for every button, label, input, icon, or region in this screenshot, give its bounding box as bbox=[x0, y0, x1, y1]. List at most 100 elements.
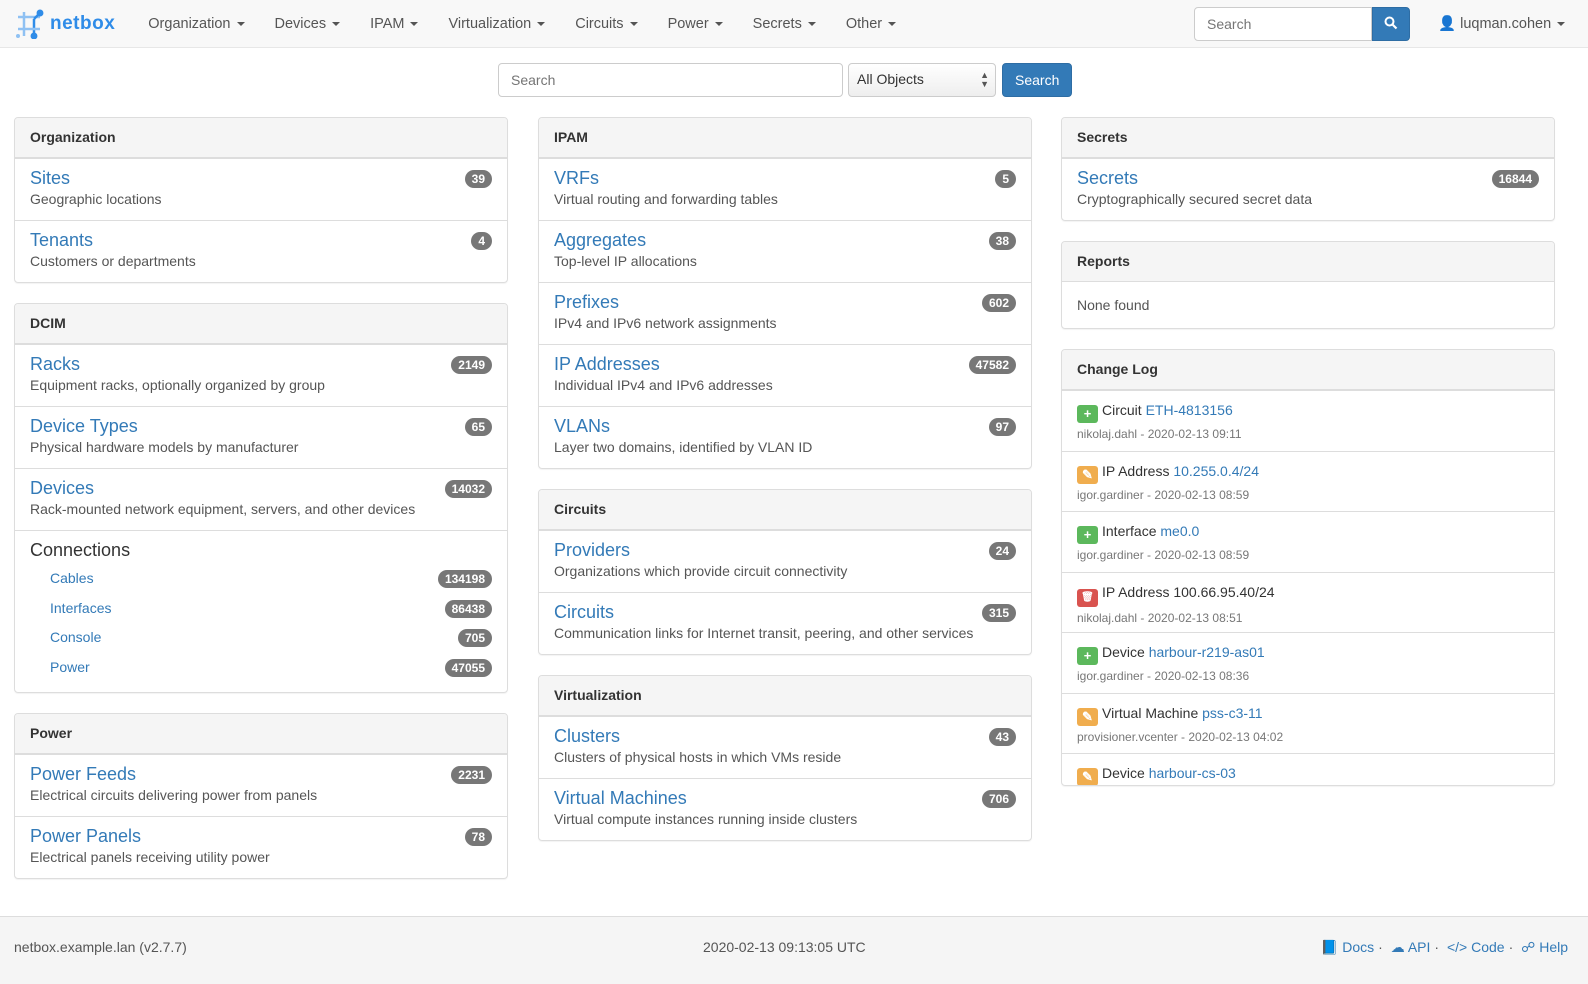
help-link[interactable]: ☍ Help bbox=[1521, 939, 1568, 955]
entry-meta: igor.gardiner - 2020-02-13 08:59 bbox=[1077, 548, 1250, 562]
api-link[interactable]: ☁ API bbox=[1391, 939, 1431, 955]
nav-menu-power[interactable]: Power bbox=[653, 16, 738, 32]
username: luqman.cohen bbox=[1460, 16, 1552, 32]
brand-logo[interactable]: netbox bbox=[14, 9, 115, 39]
chevron-down-icon bbox=[537, 21, 546, 26]
navbar: netbox Organization Devices IPAM Virtualiza… bbox=[0, 0, 1588, 48]
nav-menu-virtualization[interactable]: Virtualization bbox=[433, 16, 560, 32]
object-type: Virtual Machine bbox=[1102, 704, 1199, 721]
connection-item-console: Console 705 bbox=[30, 623, 492, 653]
list-item-clusters: Clusters 43 Clusters of physical hosts in … bbox=[539, 716, 1031, 778]
item-link[interactable]: Power Panels bbox=[30, 826, 142, 846]
lifebuoy-icon: ☍ bbox=[1521, 939, 1536, 955]
nav-menu-label: Other bbox=[845, 15, 883, 32]
item-link[interactable]: Device Types bbox=[30, 416, 138, 436]
panel-organization: Organization Sites 39 Geographic locations T… bbox=[14, 117, 508, 283]
item-link[interactable]: IP Addresses bbox=[554, 354, 660, 374]
changelog-entry: ✎ Virtual Machine pss-c3-11 provisioner.vc… bbox=[1062, 692, 1554, 754]
object-type: Circuit bbox=[1102, 402, 1142, 418]
code-icon: </> bbox=[1446, 939, 1468, 955]
brand-name: netbox bbox=[50, 12, 116, 34]
chevron-down-icon bbox=[888, 21, 897, 26]
item-description: Virtual routing and forwarding tables bbox=[554, 191, 778, 207]
pencil-icon: ✎ bbox=[1077, 465, 1098, 484]
count-badge: 16844 bbox=[1491, 170, 1539, 188]
nav-menu-organization[interactable]: Organization bbox=[133, 16, 259, 32]
column-middle: IPAM VRFs 5 Virtual routing and forwarding … bbox=[538, 117, 1032, 861]
item-description: Electrical circuits delivering power fro… bbox=[30, 787, 318, 803]
nav-menu-devices[interactable]: Devices bbox=[260, 16, 356, 32]
item-link[interactable]: Devices bbox=[30, 478, 95, 498]
navbar-search-input[interactable] bbox=[1194, 7, 1372, 41]
help-label: Help bbox=[1539, 939, 1568, 955]
item-link[interactable]: Sites bbox=[30, 168, 71, 188]
object-link[interactable]: me0.0 bbox=[1160, 523, 1200, 539]
item-link[interactable]: Prefixes bbox=[554, 292, 620, 312]
connection-link[interactable]: Power bbox=[50, 658, 90, 675]
item-link[interactable]: Providers bbox=[554, 540, 631, 560]
count-badge: 65 bbox=[464, 418, 492, 436]
item-link[interactable]: VLANs bbox=[554, 416, 611, 436]
navbar-search-button[interactable] bbox=[1372, 7, 1410, 41]
item-description: Layer two domains, identified by VLAN ID bbox=[554, 439, 813, 455]
changelog-entry: + Device harbour-r219-as01 igor.gardiner -… bbox=[1062, 632, 1554, 693]
panel-reports: Reports None found bbox=[1061, 241, 1555, 329]
item-link[interactable]: Aggregates bbox=[554, 230, 647, 250]
item-link[interactable]: Secrets bbox=[1077, 168, 1139, 188]
list-item-power-panels: Power Panels 78 Electrical panels receivin… bbox=[15, 816, 507, 878]
object-link[interactable]: harbour-r219-as01 bbox=[1148, 644, 1265, 660]
connection-link[interactable]: Console bbox=[50, 629, 102, 645]
item-description: Equipment racks, optionally organized by… bbox=[30, 377, 325, 393]
entry-meta: igor.gardiner - 2020-02-13 08:59 bbox=[1077, 487, 1250, 502]
code-link[interactable]: </> Code bbox=[1447, 939, 1505, 955]
panel-heading: Power bbox=[15, 714, 507, 754]
panel-heading: Change Log bbox=[1062, 350, 1554, 390]
chevron-down-icon bbox=[332, 21, 341, 26]
object-type: IP Address bbox=[1102, 462, 1170, 479]
item-link[interactable]: Tenants bbox=[30, 230, 94, 250]
nav-menu-secrets[interactable]: Secrets bbox=[738, 16, 831, 32]
object-link[interactable]: 10.255.0.4/24 bbox=[1173, 462, 1259, 479]
nav-menu-label: Circuits bbox=[575, 15, 624, 32]
search-input[interactable] bbox=[498, 63, 843, 97]
count-badge: 86438 bbox=[444, 599, 492, 618]
panel-power: Power Power Feeds 2231 Electrical circuits … bbox=[14, 713, 508, 879]
object-link[interactable]: pss-c3-11 bbox=[1202, 704, 1263, 721]
netbox-logo-icon bbox=[16, 9, 44, 39]
connection-link[interactable]: Interfaces bbox=[50, 599, 112, 616]
entry-meta: nikolaj.dahl - 2020-02-13 08:51 bbox=[1077, 610, 1243, 625]
item-link[interactable]: Racks bbox=[30, 354, 81, 374]
nav-menu-circuits[interactable]: Circuits bbox=[560, 16, 652, 32]
docs-link[interactable]: 📘 Docs bbox=[1321, 939, 1374, 955]
column-right: Secrets Secrets 16844 Cryptographically sec… bbox=[1061, 117, 1555, 806]
count-badge: 315 bbox=[981, 604, 1016, 622]
panel-ipam: IPAM VRFs 5 Virtual routing and forwarding … bbox=[538, 117, 1032, 469]
panel-heading: Reports bbox=[1062, 242, 1554, 282]
object-type-select[interactable]: All Objects ▲ ▼ bbox=[848, 63, 996, 97]
book-icon: 📘 bbox=[1320, 939, 1339, 955]
item-link[interactable]: Power Feeds bbox=[30, 764, 137, 784]
nav-menu-ipam[interactable]: IPAM bbox=[355, 16, 433, 32]
item-description: Electrical panels receiving utility powe… bbox=[30, 849, 270, 865]
item-link[interactable]: Circuits bbox=[554, 602, 615, 622]
changelog-entry: + Circuit ETH-4813156 nikolaj.dahl - 2020-… bbox=[1062, 390, 1554, 451]
user-menu[interactable]: 👤 luqman.cohen bbox=[1438, 15, 1566, 32]
docs-label: Docs bbox=[1342, 939, 1375, 955]
trash-icon: 🗑 bbox=[1077, 588, 1098, 607]
object-link[interactable]: harbour-cs-03 bbox=[1148, 765, 1236, 781]
chevron-down-icon bbox=[807, 21, 816, 26]
item-link[interactable]: Virtual Machines bbox=[554, 788, 687, 808]
count-badge: 24 bbox=[988, 542, 1016, 560]
search-button[interactable]: Search bbox=[1002, 63, 1073, 97]
nav-menu-label: Devices bbox=[274, 15, 327, 32]
item-link[interactable]: VRFs bbox=[554, 168, 599, 188]
item-description: Virtual compute instances running inside… bbox=[554, 811, 858, 827]
object-link[interactable]: ETH-4813156 bbox=[1145, 402, 1233, 418]
nav-menu-other[interactable]: Other bbox=[831, 16, 911, 32]
connection-link[interactable]: Cables bbox=[50, 570, 94, 586]
user-icon: 👤 bbox=[1438, 16, 1457, 32]
nav-menu-label: Power bbox=[667, 15, 709, 32]
item-link[interactable]: Clusters bbox=[554, 726, 621, 746]
item-description: Physical hardware models by manufacturer bbox=[30, 439, 299, 455]
nav-menu-label: Secrets bbox=[752, 15, 802, 32]
